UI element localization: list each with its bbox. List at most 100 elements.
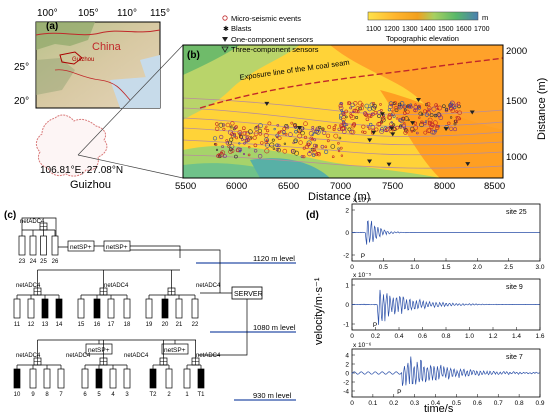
event-marker <box>332 125 336 130</box>
event-marker <box>386 114 392 120</box>
sensor-box <box>107 298 115 319</box>
panel-label: (b) <box>187 50 200 61</box>
event-marker <box>350 129 356 135</box>
event-marker <box>322 130 327 135</box>
event-marker <box>316 152 322 157</box>
event-marker <box>360 103 364 107</box>
sensor-label: 22 <box>192 322 199 328</box>
event-marker <box>357 100 363 106</box>
event-marker <box>457 110 462 115</box>
one-comp-marker <box>222 37 228 42</box>
event-marker <box>269 142 275 148</box>
event-marker <box>233 132 236 136</box>
event-marker <box>423 130 428 135</box>
event-marker <box>324 145 328 149</box>
x-axis-label: Distance (m) <box>308 191 370 203</box>
lon-tick: 115° <box>150 8 170 19</box>
event-cloud <box>212 98 475 167</box>
event-marker <box>387 108 392 112</box>
event-marker <box>403 108 407 112</box>
event-marker <box>402 105 406 109</box>
lat-tick: 20° <box>14 96 29 107</box>
event-marker <box>349 129 354 135</box>
trace-site: site 9 <box>506 284 523 291</box>
event-marker <box>303 121 308 126</box>
sensor-label: 12 <box>28 322 35 328</box>
event-marker <box>418 116 421 119</box>
event-marker <box>384 126 387 129</box>
y-tick: -4 <box>343 389 349 396</box>
legend: Micro-seismic events ✱ Blasts One-compon… <box>221 14 319 54</box>
event-marker <box>332 128 336 132</box>
y-tick: 4 <box>345 353 349 360</box>
event-marker <box>273 127 276 131</box>
three-comp-marker <box>221 46 229 53</box>
event-marker <box>458 117 462 121</box>
event-marker <box>234 154 238 159</box>
event-marker <box>339 116 343 120</box>
sensor-label: T2 <box>149 392 157 398</box>
event-marker <box>227 145 230 148</box>
sensor-label: 11 <box>14 322 21 328</box>
event-marker <box>298 140 303 145</box>
sensor-label: 18 <box>124 322 131 328</box>
event-marker <box>397 104 401 109</box>
event-marker <box>321 127 325 131</box>
panel-label: (a) <box>46 21 58 32</box>
event-marker <box>282 127 287 131</box>
event-marker <box>311 133 314 136</box>
event-marker <box>371 101 376 106</box>
event-marker <box>334 123 337 127</box>
trace-site: site 7 <box>506 354 523 361</box>
event-marker <box>327 125 332 129</box>
event-marker <box>276 124 280 127</box>
event-marker <box>373 111 378 115</box>
event-marker <box>237 130 243 135</box>
level-930: 930 m level <box>253 391 292 400</box>
event-marker <box>300 130 305 136</box>
event-marker <box>288 132 293 137</box>
event-marker <box>254 126 258 129</box>
node-label: netSP+ <box>70 244 92 251</box>
event-marker <box>410 129 414 133</box>
event-marker <box>453 127 458 132</box>
sensor-label: 7 <box>59 392 63 398</box>
event-marker <box>402 111 407 115</box>
y-axis-label: Distance (m) <box>536 78 548 140</box>
event-marker <box>297 133 303 139</box>
event-marker <box>342 129 347 134</box>
sensor-label: 16 <box>94 322 101 328</box>
p-pick-label: P <box>373 322 377 329</box>
event-marker <box>417 105 422 110</box>
event-marker <box>222 127 226 131</box>
event-marker <box>429 113 434 118</box>
event-marker <box>219 134 224 140</box>
x-tick: 0.6 <box>473 400 482 407</box>
event-marker <box>333 133 339 139</box>
event-marker <box>380 116 385 121</box>
event-marker <box>413 125 418 131</box>
waveform <box>351 356 540 386</box>
event-marker <box>390 121 393 124</box>
guizhou-map <box>35 114 108 177</box>
sensor-box <box>77 298 85 319</box>
event-marker <box>381 116 386 120</box>
sensor-label: 1 <box>185 392 189 398</box>
trace-site: site 25 <box>506 209 527 216</box>
lon-tick: 100° <box>37 8 58 19</box>
x-tick: 0.7 <box>494 400 503 407</box>
event-marker <box>276 148 282 153</box>
event-marker <box>433 113 438 118</box>
x-tick: 2.0 <box>473 264 482 271</box>
sensor-marker <box>264 101 270 106</box>
sensor-box <box>165 368 173 389</box>
event-marker <box>238 142 241 145</box>
y-axis-label: velocity/m·s⁻¹ <box>313 277 325 345</box>
sensor-marker <box>367 159 373 164</box>
x-tick: 0.8 <box>515 400 524 407</box>
event-marker <box>414 103 417 106</box>
contour <box>183 139 503 156</box>
event-marker <box>284 132 288 136</box>
x-tick: 0.1 <box>368 400 377 407</box>
